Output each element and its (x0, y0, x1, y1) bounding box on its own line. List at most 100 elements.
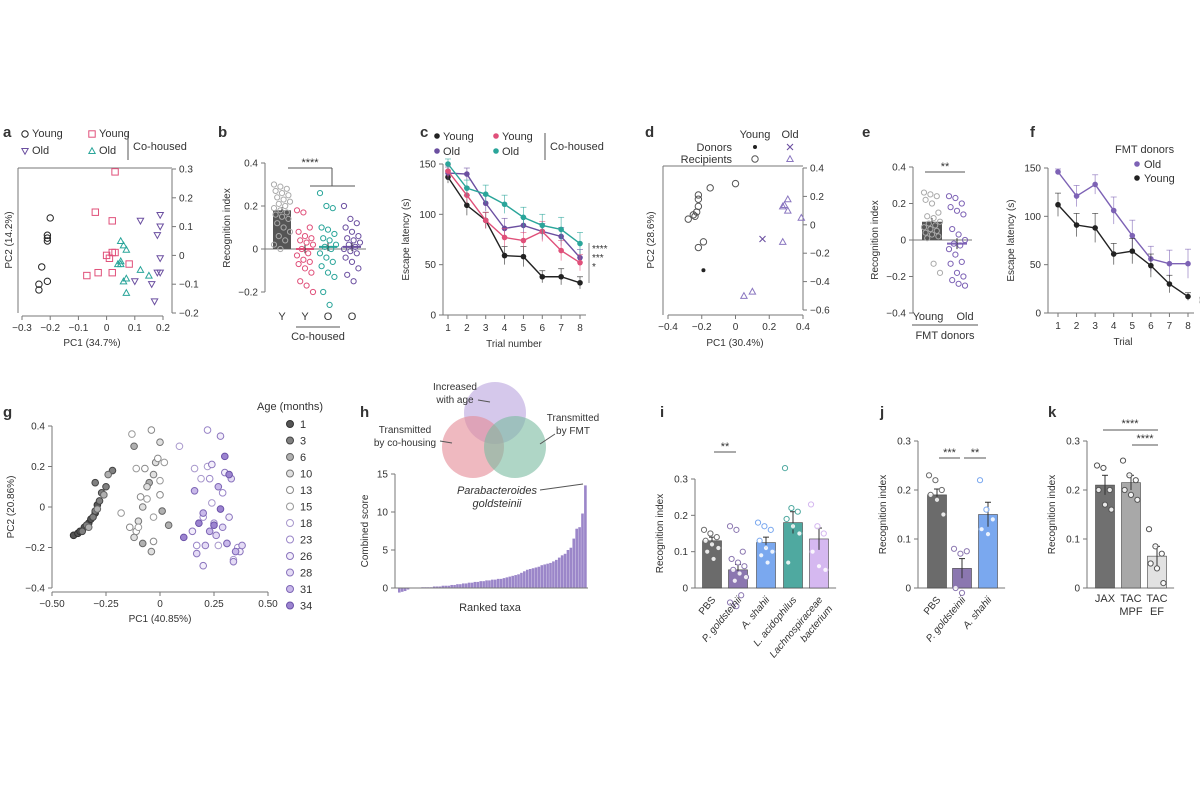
legend-label: Old (502, 146, 519, 158)
data-point (932, 477, 939, 484)
bar-group (925, 472, 947, 589)
data-point (764, 559, 771, 566)
legend-column-label: Old (781, 129, 798, 141)
bar (447, 585, 451, 588)
data-point (797, 213, 806, 221)
data-point (783, 195, 792, 203)
legend-marker (785, 154, 795, 163)
x-tick-label: 6 (540, 323, 546, 334)
data-point (136, 493, 145, 501)
data-point (342, 224, 349, 231)
bar (461, 583, 465, 588)
x-tick-label: 8 (577, 323, 583, 334)
data-point (274, 194, 281, 201)
data-point (756, 537, 763, 544)
data-point (321, 243, 328, 250)
data-point (738, 592, 745, 599)
legend-marker (286, 601, 294, 610)
x-axis-label: PC1 (30.4%) (706, 338, 763, 349)
x-tick-label: −0.50 (39, 599, 65, 610)
legend-marker (751, 155, 759, 163)
data-point (702, 537, 709, 544)
y-tick-label: 0.4 (31, 422, 45, 433)
data-point (156, 491, 164, 499)
legend-label: Young (1144, 173, 1175, 185)
data-point (730, 566, 737, 573)
data-point (156, 212, 165, 220)
data-point (1095, 486, 1102, 494)
data-point (958, 200, 965, 207)
data-point (925, 220, 932, 227)
data-point (963, 548, 970, 555)
data-point (323, 254, 330, 261)
bar (575, 528, 578, 588)
data-point (78, 527, 87, 536)
data-point (736, 570, 743, 577)
x-tick-label: 0 (733, 322, 739, 333)
y-tick-label: 50 (425, 260, 437, 271)
data-point (320, 288, 327, 296)
x-tick-label: 0.4 (796, 322, 810, 333)
data-point (214, 541, 223, 550)
data-point (1152, 543, 1159, 550)
legend-label: 23 (300, 535, 312, 547)
bar-group (950, 545, 972, 597)
data-point (149, 470, 158, 479)
significance-label: ** (971, 447, 980, 459)
data-point (1132, 477, 1139, 484)
y-tick-label: −0.2 (179, 309, 199, 320)
data-point (316, 190, 324, 197)
data-point (1160, 580, 1167, 587)
data-point (277, 245, 284, 253)
bar (400, 588, 404, 592)
data-point (957, 550, 964, 557)
panel-label-e: e (862, 124, 870, 141)
annotation-label: goldsteinii (473, 498, 522, 510)
data-point (933, 496, 941, 503)
legend-marker (286, 568, 294, 577)
data-point (700, 526, 708, 533)
data-point (306, 258, 313, 265)
data-point (960, 273, 967, 280)
data-point (100, 491, 108, 499)
bar (927, 494, 947, 589)
legend-label: 15 (300, 502, 312, 514)
venn-label: by FMT (556, 426, 590, 437)
data-point (350, 278, 357, 285)
significance-label: **** (1121, 418, 1139, 430)
data-point (122, 274, 131, 282)
data-point (713, 534, 720, 541)
bar (540, 565, 544, 588)
bar (557, 557, 561, 588)
data-point (272, 211, 279, 218)
group-label: Co-housed (291, 331, 345, 343)
data-point (323, 202, 330, 210)
data-point (482, 217, 489, 224)
bar (459, 584, 462, 588)
y-tick-label: −0.4 (810, 277, 830, 288)
legend-marker (1134, 161, 1140, 167)
bar (496, 578, 500, 588)
y-tick-label: −0.4 (886, 309, 906, 320)
series-line (447, 170, 581, 264)
data-point (275, 233, 282, 240)
bar (403, 588, 407, 592)
category-label: TAC (1120, 593, 1141, 605)
significance-label: *** (592, 253, 604, 264)
data-point (558, 247, 564, 254)
y-tick-label: −0.2 (810, 249, 830, 260)
data-point (1129, 232, 1136, 239)
significance-label: **** (1136, 433, 1154, 445)
y-tick-label: 100 (419, 210, 436, 221)
y-tick-label: 0.4 (892, 163, 906, 174)
data-point (920, 224, 928, 231)
data-point (345, 241, 352, 248)
data-point (95, 497, 104, 505)
bar (406, 588, 410, 590)
significance-label: ** (941, 161, 950, 173)
bar (569, 547, 573, 588)
data-point (1147, 560, 1154, 567)
data-point (326, 301, 333, 308)
legend-column-label: Young (740, 129, 771, 141)
data-point (482, 191, 489, 197)
